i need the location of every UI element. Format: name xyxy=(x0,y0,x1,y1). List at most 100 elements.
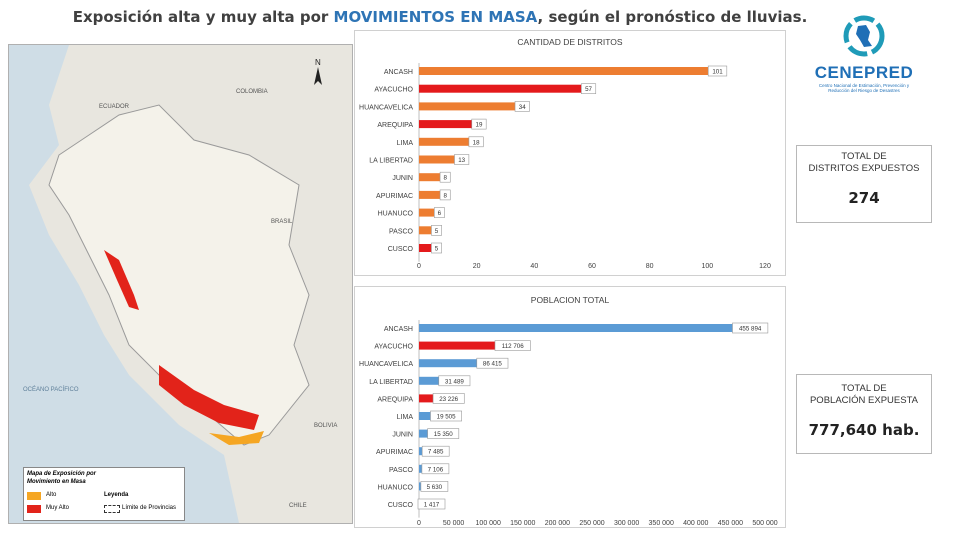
legend-title-2: Movimiento en Masa xyxy=(27,479,86,485)
districts-tick-label: 0 xyxy=(417,263,421,270)
population-data-label: 5 630 xyxy=(427,484,443,491)
districts-chart-svg: CANTIDAD DE DISTRITOS ANCASH 101 AYACUCHO 57… xyxy=(359,37,771,270)
districts-category-label: HUANCAVELICA xyxy=(359,104,413,111)
population-data-label: 23 226 xyxy=(439,396,458,403)
districts-data-label-box xyxy=(454,154,470,165)
districts-title: CANTIDAD DE DISTRITOS xyxy=(517,37,622,47)
cenepred-logo: CENEPRED Centro Nacional de Estimación, … xyxy=(808,14,920,98)
population-data-label: 1 417 xyxy=(424,502,440,509)
legend-swatch-alto xyxy=(27,492,41,500)
population-title: POBLACION TOTAL xyxy=(531,295,610,305)
kpi-districts-label-1: TOTAL DE xyxy=(841,151,887,162)
population-category-label: AREQUIPA xyxy=(377,396,413,403)
districts-data-label: 34 xyxy=(519,104,526,111)
population-bar xyxy=(419,464,424,473)
districts-data-label-box xyxy=(431,225,442,236)
districts-bar xyxy=(419,226,434,235)
logo-subtitle-1: Centro Nacional de Estimación, Prevenció… xyxy=(818,83,910,88)
legend-label-alto: Alto xyxy=(46,492,57,498)
population-data-label: 19 505 xyxy=(437,414,456,421)
districts-bar xyxy=(419,190,443,199)
population-data-label: 455 894 xyxy=(739,326,762,333)
population-data-label: 7 485 xyxy=(428,449,444,456)
population-bar xyxy=(419,429,430,438)
map-canvas: OCÉANO PACÍFICO COLOMBIA ECUADOR BRASIL … xyxy=(9,45,352,523)
districts-tick-label: 120 xyxy=(759,263,771,270)
legend-swatch-limite xyxy=(104,505,120,513)
districts-data-label: 8 xyxy=(443,192,447,199)
districts-bar xyxy=(419,67,711,75)
population-category-label: PASCO xyxy=(389,467,414,474)
districts-data-label-box xyxy=(468,136,484,148)
population-data-label: 112 706 xyxy=(502,343,524,350)
population-data-label-box xyxy=(421,463,450,475)
population-bar xyxy=(419,341,497,350)
exposure-map[interactable]: OCÉANO PACÍFICO COLOMBIA ECUADOR BRASIL … xyxy=(8,44,353,524)
map-legend: Mapa de Exposición por Movimiento en Mas… xyxy=(23,467,185,521)
population-category-label: APURIMAC xyxy=(376,449,413,456)
population-category-label: ANCASH xyxy=(384,326,413,333)
districts-data-label-box xyxy=(514,101,530,112)
population-category-label: HUANCAVELICA xyxy=(359,361,413,368)
population-bar xyxy=(419,359,479,368)
population-tick-label: 300 000 xyxy=(614,520,639,527)
districts-category-label: APURIMAC xyxy=(376,193,413,200)
districts-data-label: 8 xyxy=(443,175,447,182)
districts-tick-label: 80 xyxy=(646,263,654,270)
legend-leyenda: Leyenda xyxy=(104,492,129,498)
exposure-zone-ayacucho xyxy=(159,365,259,430)
population-data-label-box xyxy=(420,481,449,492)
kpi-districts-label-2: DISTRITOS EXPUESTOS xyxy=(808,163,920,174)
north-label: N xyxy=(315,58,321,67)
population-bar xyxy=(419,447,425,456)
kpi-population-value: 777,640 hab. xyxy=(808,421,920,439)
legend-label-limite: Límite de Provincias xyxy=(122,505,177,511)
logo-subtitle-2: Reducción del Riesgo de Desastres xyxy=(828,88,900,93)
kpi-districts-value: 274 xyxy=(848,189,880,207)
districts-data-label: 6 xyxy=(438,210,442,217)
population-category-label: JUNIN xyxy=(392,432,413,439)
population-tick-label: 0 xyxy=(417,520,421,527)
districts-category-label: PASCO xyxy=(389,228,414,235)
districts-bar xyxy=(419,244,434,252)
population-data-label-box xyxy=(438,375,471,387)
population-data-label-box xyxy=(421,445,450,457)
population-category-label: CUSCO xyxy=(388,502,414,509)
population-data-label-box xyxy=(427,428,460,439)
districts-tick-label: 100 xyxy=(701,263,713,270)
country-brasil: BRASIL xyxy=(271,219,293,225)
title-prefix: Exposición alta y muy alta por xyxy=(72,8,334,26)
population-data-label: 31 489 xyxy=(445,378,464,385)
kpi-population-label-2: POBLACIÓN EXPUESTA xyxy=(809,395,919,406)
population-bar xyxy=(419,412,433,420)
population-chart: POBLACION TOTAL ANCASH 455 894 AYACUCHO 112 … xyxy=(354,286,786,528)
districts-data-label: 5 xyxy=(435,228,439,235)
population-data-label-box xyxy=(494,340,531,351)
kpi-population: TOTAL DE POBLACIÓN EXPUESTA 777,640 hab. xyxy=(796,374,932,454)
population-tick-label: 100 000 xyxy=(476,520,501,527)
cenepred-emblem-icon xyxy=(843,15,885,57)
country-colombia: COLOMBIA xyxy=(236,89,268,95)
population-category-label: LIMA xyxy=(397,414,414,421)
country-bolivia: BOLIVIA xyxy=(314,423,337,429)
population-data-label-box xyxy=(732,322,769,334)
population-tick-label: 350 000 xyxy=(649,520,674,527)
districts-data-label: 13 xyxy=(458,157,465,164)
population-tick-label: 400 000 xyxy=(683,520,708,527)
districts-category-label: AREQUIPA xyxy=(377,122,413,129)
population-bar xyxy=(419,394,436,403)
population-bar xyxy=(419,376,441,385)
districts-category-label: LIMA xyxy=(397,140,414,147)
logo-name: CENEPRED xyxy=(814,63,914,82)
districts-data-label: 19 xyxy=(476,122,483,129)
districts-data-label-box xyxy=(581,83,597,95)
north-arrow-icon: N xyxy=(314,58,322,85)
districts-data-label: 5 xyxy=(435,246,439,253)
population-data-label: 15 350 xyxy=(434,431,453,438)
districts-category-label: HUANUCO xyxy=(378,211,414,218)
districts-data-label-box xyxy=(434,207,445,218)
districts-data-label-box xyxy=(471,118,487,130)
districts-category-label: ANCASH xyxy=(384,69,413,76)
exposure-zone-arequipa xyxy=(209,431,264,445)
districts-category-label: LA LIBERTAD xyxy=(369,158,413,165)
